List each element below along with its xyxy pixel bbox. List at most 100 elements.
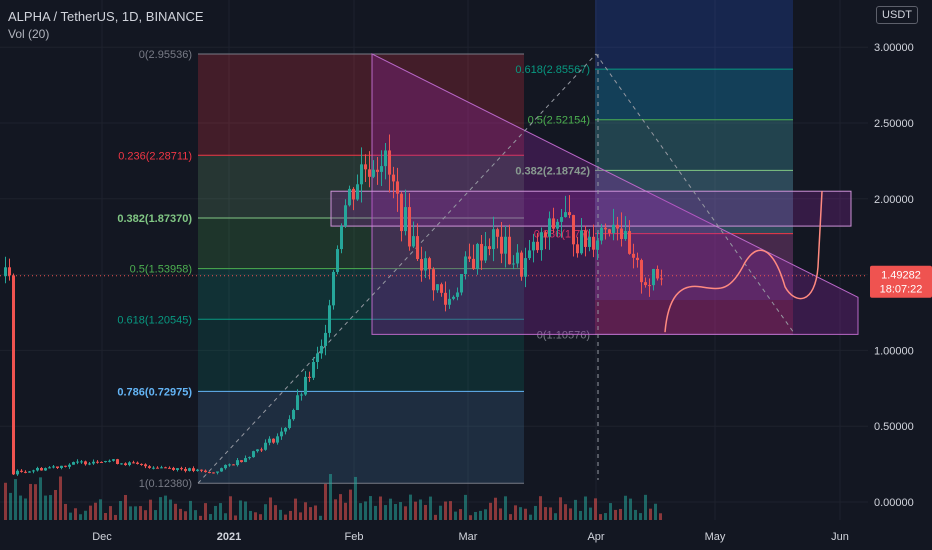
- volume-bar: [324, 483, 327, 520]
- candle-body: [652, 268, 655, 286]
- candle-body: [44, 468, 47, 471]
- candle-body: [236, 460, 239, 466]
- volume-bar: [184, 511, 187, 520]
- candle-body: [64, 465, 67, 467]
- candle-body: [300, 394, 303, 396]
- candle-body: [88, 463, 91, 465]
- candle-body: [312, 361, 315, 378]
- candle-body: [328, 305, 331, 333]
- volume-bar: [654, 503, 657, 520]
- volume-bar: [144, 510, 147, 520]
- volume-bar: [559, 497, 562, 520]
- volume-bar: [354, 476, 357, 520]
- candle-body: [36, 468, 39, 471]
- fib-zone: [198, 319, 524, 392]
- volume-bar: [369, 496, 372, 520]
- volume-bar: [289, 510, 292, 520]
- candle-body: [244, 458, 247, 463]
- volume-bar: [394, 504, 397, 520]
- candle-body: [436, 284, 439, 291]
- candle-body: [224, 464, 227, 469]
- volume-bar: [84, 510, 87, 520]
- symbol-title[interactable]: ALPHA / TetherUS, 1D, BINANCE: [8, 9, 204, 24]
- fib-ext-zone: [595, 170, 793, 234]
- candle-body: [560, 217, 563, 222]
- candle-body: [216, 471, 219, 473]
- candle-body: [356, 184, 359, 200]
- fib-zone: [198, 268, 524, 320]
- volume-bar: [199, 515, 202, 520]
- volume-bar: [264, 504, 267, 520]
- candle-body: [468, 256, 471, 259]
- fib-ext-label: 0.382(2.18742): [515, 165, 590, 177]
- candle-body: [344, 205, 347, 227]
- candle-body: [204, 470, 207, 473]
- candle-body: [576, 244, 579, 254]
- volume-bar: [309, 507, 312, 520]
- volume-bar: [204, 503, 207, 520]
- candle-body: [480, 243, 483, 261]
- projection-path: [664, 191, 823, 333]
- candle-body: [292, 410, 295, 420]
- volume-bar: [534, 505, 537, 520]
- candle-body: [548, 218, 551, 237]
- volume-bar: [4, 482, 7, 520]
- candle-body: [608, 229, 611, 234]
- fib-ext-zone: [595, 69, 793, 120]
- volume-bar: [514, 505, 517, 520]
- fib-ext-label: 0.5(2.52154): [528, 115, 590, 127]
- candle-body: [332, 271, 335, 306]
- candle-body: [400, 193, 403, 232]
- candle-body: [124, 463, 127, 466]
- volume-bar: [129, 506, 132, 520]
- candle-body: [496, 229, 499, 237]
- volume-bar: [14, 479, 17, 520]
- volume-bar: [414, 501, 417, 520]
- candle-body: [276, 436, 279, 443]
- time-axis-tick: Apr: [587, 531, 604, 543]
- candle-body: [396, 181, 399, 194]
- candle-body: [488, 246, 491, 250]
- candle-body: [644, 282, 647, 286]
- volume-bar: [404, 506, 407, 520]
- volume-bar: [139, 506, 142, 520]
- fib-ext-zone: [595, 119, 793, 171]
- candle-body: [8, 267, 11, 276]
- volume-bar: [614, 509, 617, 520]
- candle-body: [384, 150, 387, 167]
- price-axis-tick: 2.00000: [874, 194, 914, 206]
- volume-indicator-label[interactable]: Vol (20): [8, 27, 50, 41]
- volume-bar: [434, 514, 437, 520]
- volume-bar: [59, 476, 62, 520]
- candle-body: [268, 438, 271, 443]
- volume-bar: [449, 501, 452, 520]
- candle-body: [452, 296, 455, 299]
- price-badge-countdown: 18:07:22: [880, 284, 923, 296]
- volume-bar: [189, 500, 192, 520]
- volume-bar: [644, 494, 647, 520]
- volume-bar: [44, 495, 47, 520]
- candle-body: [564, 212, 567, 218]
- volume-bar: [89, 505, 92, 520]
- fib-level-label: 0.236(2.28711): [118, 150, 192, 162]
- candle-body: [288, 419, 291, 428]
- volume-bar: [9, 492, 12, 520]
- volume-bar: [209, 514, 212, 520]
- volume-bar: [94, 502, 97, 520]
- candle-body: [260, 449, 263, 451]
- candle-body: [284, 427, 287, 432]
- candle-body: [424, 258, 427, 271]
- fib-level-label: 1(0.12380): [139, 478, 192, 490]
- candle-body: [376, 169, 379, 172]
- candle-body: [508, 236, 511, 265]
- candle-body: [528, 250, 531, 259]
- candle-body: [96, 461, 99, 463]
- currency-selector[interactable]: USDT: [876, 6, 918, 24]
- volume-bar: [259, 514, 262, 520]
- candle-body: [32, 470, 35, 472]
- volume-bar: [274, 505, 277, 520]
- candle-body: [112, 459, 115, 461]
- volume-bar: [49, 495, 52, 520]
- candle-body: [408, 207, 411, 247]
